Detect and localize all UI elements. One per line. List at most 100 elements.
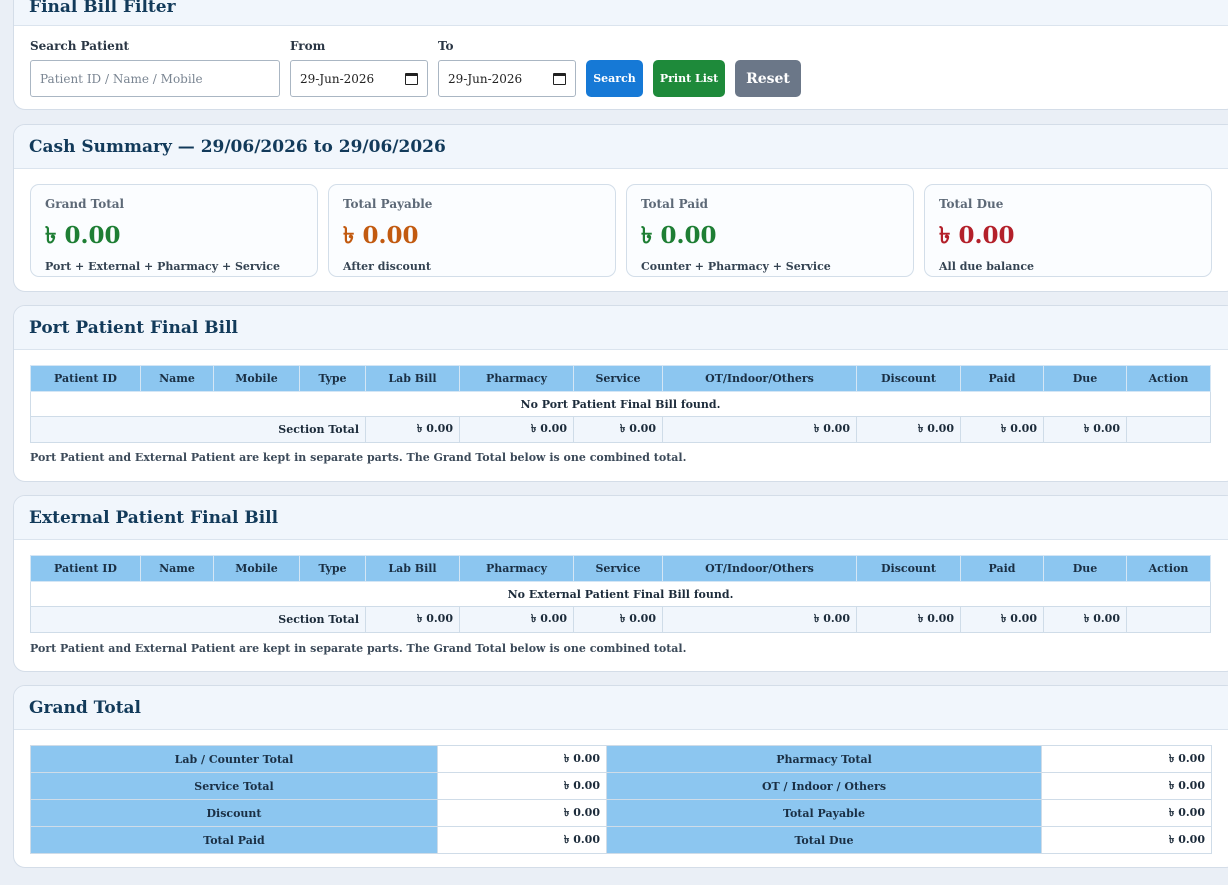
col-type: Type	[299, 555, 366, 582]
col-mobile: Mobile	[213, 555, 300, 582]
calendar-icon[interactable]	[553, 72, 566, 85]
tile-title: Total Paid	[641, 197, 709, 211]
empty-message: No Port Patient Final Bill found.	[30, 391, 1211, 417]
grand-total-row: Service Total ৳ 0.00 OT / Indoor / Other…	[30, 772, 1212, 800]
discount-label: Discount	[30, 799, 438, 827]
total-pharmacy: ৳ 0.00	[459, 416, 574, 443]
filter-title: Final Bill Filter	[14, 0, 1228, 26]
search-group: Search Patient Patient ID / Name / Mobil…	[30, 39, 280, 97]
total-ot-indoor: ৳ 0.00	[662, 606, 857, 633]
col-action: Action	[1126, 555, 1211, 582]
total-due-tile: Total Due ৳ 0.00 All due balance	[924, 184, 1212, 277]
col-due: Due	[1043, 365, 1127, 392]
empty-row: No External Patient Final Bill found.	[30, 581, 1211, 607]
total-paid-tile: Total Paid ৳ 0.00 Counter + Pharmacy + S…	[626, 184, 914, 277]
from-date-input[interactable]: 29-Jun-2026	[290, 60, 428, 97]
tile-title: Total Due	[939, 197, 1004, 211]
col-discount: Discount	[856, 365, 961, 392]
grand-total-table: Lab / Counter Total ৳ 0.00 Pharmacy Tota…	[30, 745, 1212, 854]
total-payable-label: Total Payable	[606, 799, 1042, 827]
col-name: Name	[140, 555, 214, 582]
total-due: ৳ 0.00	[1043, 606, 1127, 633]
ot-indoor-others-label: OT / Indoor / Others	[606, 772, 1042, 800]
total-lab-bill: ৳ 0.00	[365, 606, 460, 633]
total-service: ৳ 0.00	[573, 416, 663, 443]
col-lab-bill: Lab Bill	[365, 365, 460, 392]
grand-total-row: Lab / Counter Total ৳ 0.00 Pharmacy Tota…	[30, 745, 1212, 773]
col-patient-id: Patient ID	[30, 555, 141, 582]
ot-indoor-others-value: ৳ 0.00	[1041, 772, 1212, 800]
col-service: Service	[573, 365, 663, 392]
col-due: Due	[1043, 555, 1127, 582]
port-patient-card: Port Patient Final Bill Patient ID Name …	[13, 305, 1228, 482]
pharmacy-total-label: Pharmacy Total	[606, 745, 1042, 773]
tile-note: All due balance	[939, 260, 1035, 273]
total-action	[1126, 416, 1211, 443]
col-ot-indoor: OT/Indoor/Others	[662, 365, 857, 392]
grand-total-row: Total Paid ৳ 0.00 Total Due ৳ 0.00	[30, 826, 1212, 854]
to-date-input[interactable]: 29-Jun-2026	[438, 60, 576, 97]
service-total-value: ৳ 0.00	[437, 772, 607, 800]
filter-card: Final Bill Filter Search Patient Patient…	[13, 0, 1228, 110]
port-patient-title: Port Patient Final Bill	[14, 306, 1228, 350]
discount-value: ৳ 0.00	[437, 799, 607, 827]
tile-value: ৳ 0.00	[343, 222, 419, 249]
total-discount: ৳ 0.00	[856, 416, 961, 443]
search-button[interactable]: Search	[586, 60, 643, 97]
port-note: Port Patient and External Patient are ke…	[30, 451, 687, 464]
external-patient-table: Patient ID Name Mobile Type Lab Bill Pha…	[30, 555, 1211, 633]
total-due-label: Total Due	[606, 826, 1042, 854]
total-due: ৳ 0.00	[1043, 416, 1127, 443]
calendar-icon[interactable]	[405, 72, 418, 85]
total-ot-indoor: ৳ 0.00	[662, 416, 857, 443]
col-type: Type	[299, 365, 366, 392]
col-patient-id: Patient ID	[30, 365, 141, 392]
col-pharmacy: Pharmacy	[459, 365, 574, 392]
section-total-row: Section Total ৳ 0.00 ৳ 0.00 ৳ 0.00 ৳ 0.0…	[30, 416, 1211, 443]
search-input[interactable]: Patient ID / Name / Mobile	[30, 60, 280, 97]
tile-note: Port + External + Pharmacy + Service	[45, 260, 280, 273]
tile-value: ৳ 0.00	[641, 222, 717, 249]
grand-total-title: Grand Total	[14, 686, 1228, 730]
to-label: To	[438, 39, 454, 53]
to-group: To 29-Jun-2026	[438, 39, 576, 97]
from-group: From 29-Jun-2026	[290, 39, 428, 97]
cash-summary-card: Cash Summary — 29/06/2026 to 29/06/2026 …	[13, 124, 1228, 292]
empty-message: No External Patient Final Bill found.	[30, 581, 1211, 607]
total-paid: ৳ 0.00	[960, 606, 1044, 633]
tile-value: ৳ 0.00	[939, 222, 1015, 249]
external-patient-card: External Patient Final Bill Patient ID N…	[13, 495, 1228, 672]
lab-counter-total-value: ৳ 0.00	[437, 745, 607, 773]
col-pharmacy: Pharmacy	[459, 555, 574, 582]
grand-total-tile: Grand Total ৳ 0.00 Port + External + Pha…	[30, 184, 318, 277]
section-total-label: Section Total	[30, 416, 366, 443]
col-lab-bill: Lab Bill	[365, 555, 460, 582]
print-list-button[interactable]: Print List	[653, 60, 725, 97]
pharmacy-total-value: ৳ 0.00	[1041, 745, 1212, 773]
external-note: Port Patient and External Patient are ke…	[30, 642, 687, 655]
total-payable-tile: Total Payable ৳ 0.00 After discount	[328, 184, 616, 277]
col-action: Action	[1126, 365, 1211, 392]
tile-note: After discount	[343, 260, 431, 273]
tile-title: Total Payable	[343, 197, 433, 211]
col-name: Name	[140, 365, 214, 392]
col-service: Service	[573, 555, 663, 582]
total-paid: ৳ 0.00	[960, 416, 1044, 443]
grand-total-row: Discount ৳ 0.00 Total Payable ৳ 0.00	[30, 799, 1212, 827]
lab-counter-total-label: Lab / Counter Total	[30, 745, 438, 773]
tile-value: ৳ 0.00	[45, 222, 121, 249]
cash-summary-title: Cash Summary — 29/06/2026 to 29/06/2026	[14, 125, 1228, 169]
col-paid: Paid	[960, 365, 1044, 392]
from-date-value: 29-Jun-2026	[300, 71, 375, 86]
reset-button[interactable]: Reset	[735, 60, 801, 97]
tile-note: Counter + Pharmacy + Service	[641, 260, 831, 273]
total-payable-value: ৳ 0.00	[1041, 799, 1212, 827]
col-discount: Discount	[856, 555, 961, 582]
total-discount: ৳ 0.00	[856, 606, 961, 633]
search-label: Search Patient	[30, 39, 130, 53]
external-patient-title: External Patient Final Bill	[14, 496, 1228, 540]
col-paid: Paid	[960, 555, 1044, 582]
service-total-label: Service Total	[30, 772, 438, 800]
total-service: ৳ 0.00	[573, 606, 663, 633]
col-mobile: Mobile	[213, 365, 300, 392]
